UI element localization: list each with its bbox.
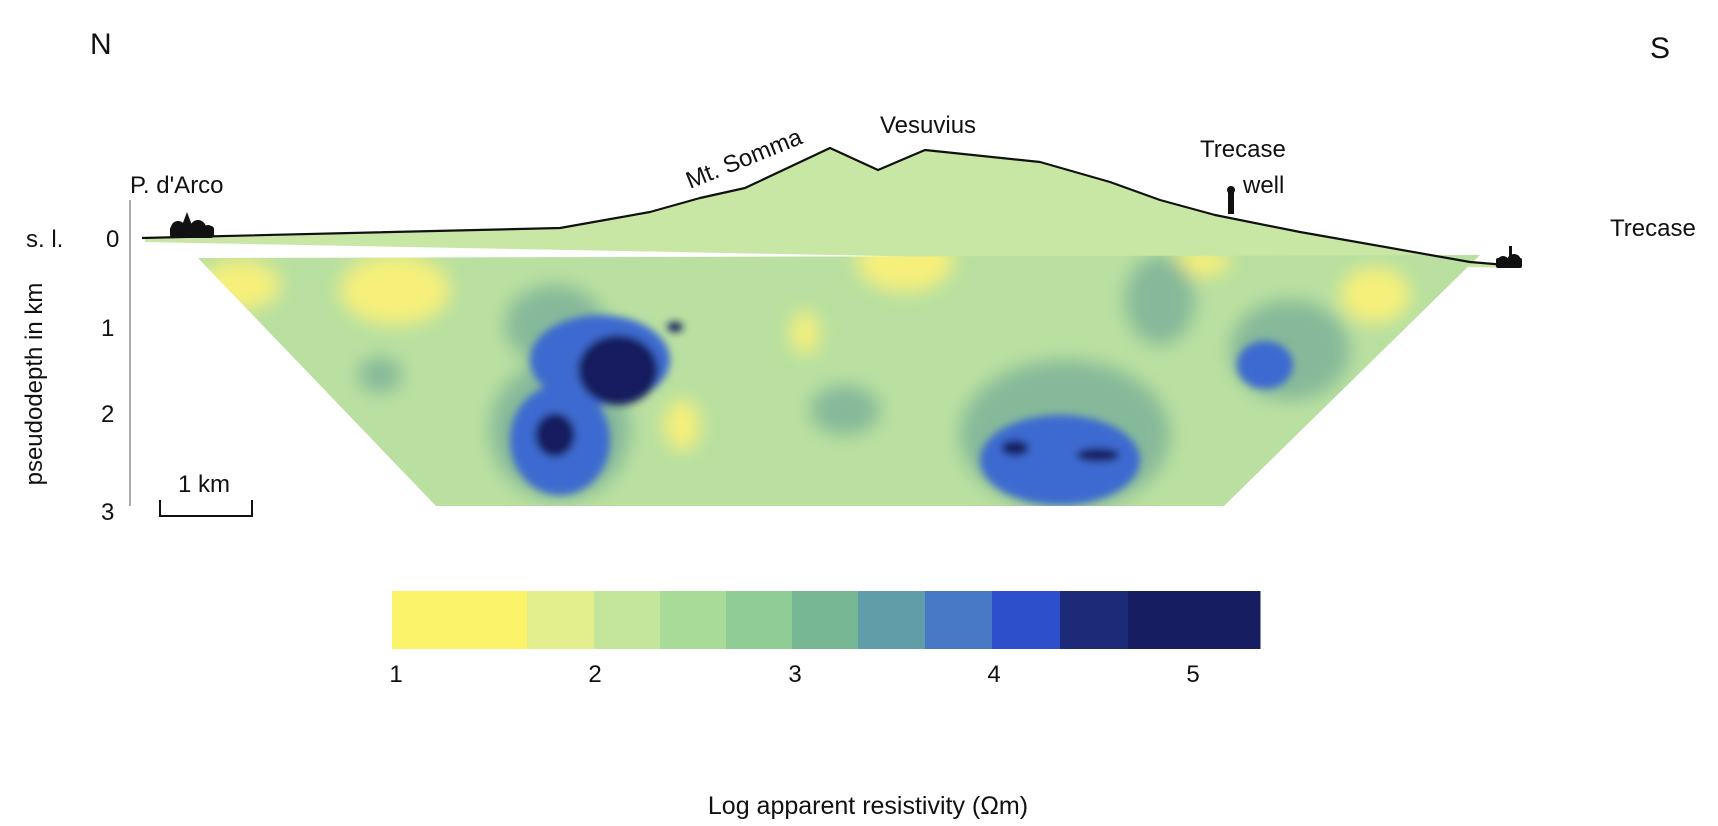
dark-resistivity-zone (578, 335, 658, 405)
legend-swatch-1 (392, 591, 528, 649)
depth-tick-2: 2 (101, 401, 114, 428)
legend-swatch-9 (992, 591, 1061, 649)
legend-swatch-10 (1060, 591, 1129, 649)
color-legend: 1 2 3 4 5 Log apparent resistivity (Ωm) (389, 591, 1261, 820)
sea-level-prefix: s. l. (26, 226, 63, 253)
topography-fill (145, 148, 1518, 268)
legend-swatch-6 (792, 591, 859, 649)
yellow-resistivity-zone (340, 255, 450, 325)
p-darco-town-icon (170, 212, 214, 238)
blue-resistivity-zone (980, 415, 1140, 505)
legend-tick-1: 1 (389, 661, 402, 688)
dark-resistivity-zone (1001, 440, 1029, 456)
resistivity-pseudosection (198, 255, 1480, 506)
dark-resistivity-zone (1076, 448, 1120, 462)
legend-swatch-3 (594, 591, 661, 649)
yellow-resistivity-zone (200, 260, 280, 310)
depth-axis: pseudodepth in km s. l. 0 1 2 3 (21, 200, 131, 526)
place-label-trecase: Trecase (1610, 215, 1696, 242)
yellow-resistivity-zone (1340, 267, 1410, 323)
yellow-resistivity-zone (791, 311, 819, 355)
blue-resistivity-zone (1237, 341, 1293, 389)
legend-title: Log apparent resistivity (Ωm) (708, 792, 1028, 820)
dark-resistivity-zone (667, 322, 683, 332)
depth-tick-1: 1 (101, 315, 114, 342)
legend-swatch-8 (925, 591, 993, 649)
yellow-resistivity-zone (857, 255, 953, 292)
legend-tick-2: 2 (588, 661, 601, 688)
legend-tick-5: 5 (1186, 661, 1199, 688)
legend-swatch-4 (660, 591, 727, 649)
south-label: S (1650, 32, 1670, 65)
teal-resistivity-zone (1125, 255, 1195, 345)
place-label-trecase-well-line2: well (1242, 172, 1284, 199)
scale-bar-label: 1 km (178, 471, 230, 498)
yellow-resistivity-zone (664, 399, 700, 451)
depth-tick-0: 0 (106, 226, 119, 253)
teal-resistivity-zone (358, 357, 402, 393)
place-label-p-darco: P. d'Arco (130, 172, 224, 199)
legend-tick-4: 4 (987, 661, 1000, 688)
place-label-vesuvius: Vesuvius (880, 112, 976, 139)
topography-profile-line (141, 146, 1519, 268)
teal-resistivity-zone (810, 385, 880, 435)
trecase-town-icon (1496, 246, 1522, 268)
legend-swatch-7 (858, 591, 926, 649)
north-label: N (90, 28, 112, 61)
legend-swatch-11 (1128, 591, 1261, 649)
dark-resistivity-zone (535, 413, 575, 457)
depth-axis-title: pseudodepth in km (21, 283, 48, 486)
legend-swatch-5 (726, 591, 793, 649)
legend-tick-3: 3 (788, 661, 801, 688)
legend-swatch-2 (527, 591, 595, 649)
scale-bar: 1 km (159, 471, 253, 517)
place-label-trecase-well-line1: Trecase (1200, 136, 1286, 163)
trecase-well-icon (1227, 186, 1235, 214)
depth-tick-3: 3 (101, 499, 114, 526)
